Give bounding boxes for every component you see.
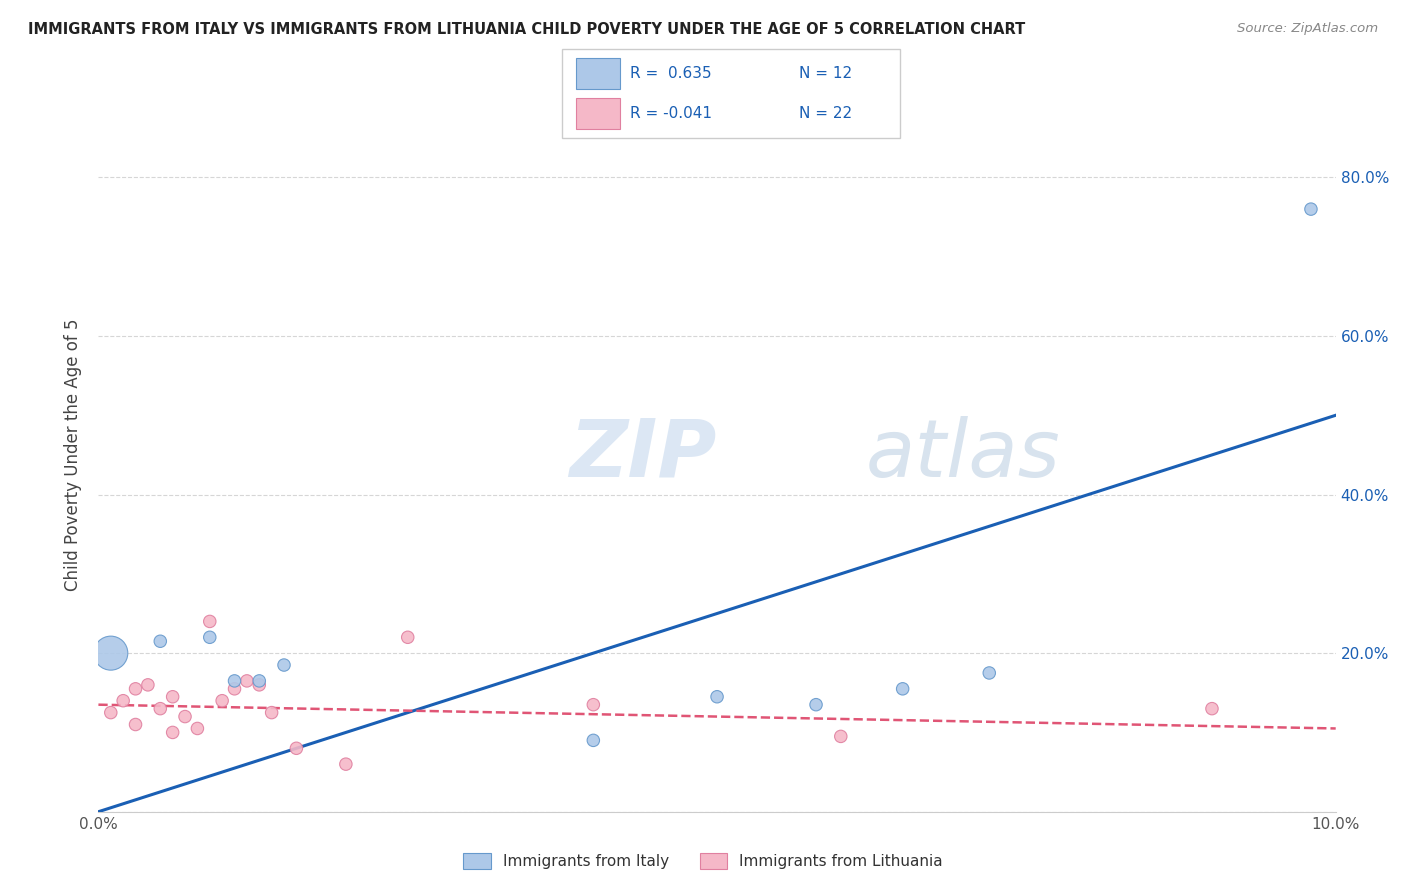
- Point: [100, 706, 122, 720]
- FancyBboxPatch shape: [562, 49, 900, 138]
- Point: [224, 681, 246, 696]
- Point: [136, 678, 159, 692]
- Text: R = -0.041: R = -0.041: [630, 106, 711, 121]
- Text: N = 12: N = 12: [799, 66, 852, 81]
- Y-axis label: Child Poverty Under the Age of 5: Child Poverty Under the Age of 5: [65, 318, 83, 591]
- Text: R =  0.635: R = 0.635: [630, 66, 711, 81]
- Point: [979, 665, 1001, 680]
- Point: [162, 725, 184, 739]
- Point: [891, 681, 914, 696]
- Point: [124, 681, 146, 696]
- Legend: Immigrants from Italy, Immigrants from Lithuania: Immigrants from Italy, Immigrants from L…: [457, 847, 949, 875]
- Point: [162, 690, 184, 704]
- Point: [804, 698, 827, 712]
- Point: [582, 733, 605, 747]
- Point: [236, 673, 259, 688]
- Point: [149, 701, 172, 715]
- Text: Source: ZipAtlas.com: Source: ZipAtlas.com: [1237, 22, 1378, 36]
- Text: ZIP: ZIP: [568, 416, 716, 494]
- Point: [260, 706, 283, 720]
- Point: [335, 757, 357, 772]
- Point: [224, 673, 246, 688]
- Point: [582, 698, 605, 712]
- Point: [247, 673, 270, 688]
- Point: [285, 741, 308, 756]
- FancyBboxPatch shape: [576, 58, 620, 89]
- Text: IMMIGRANTS FROM ITALY VS IMMIGRANTS FROM LITHUANIA CHILD POVERTY UNDER THE AGE O: IMMIGRANTS FROM ITALY VS IMMIGRANTS FROM…: [28, 22, 1025, 37]
- Point: [1299, 202, 1322, 216]
- Point: [149, 634, 172, 648]
- Point: [186, 722, 208, 736]
- Text: N = 22: N = 22: [799, 106, 852, 121]
- FancyBboxPatch shape: [576, 98, 620, 129]
- Point: [100, 646, 122, 660]
- Point: [1201, 701, 1223, 715]
- Point: [174, 709, 197, 723]
- Point: [273, 658, 295, 673]
- Point: [211, 694, 233, 708]
- Point: [198, 630, 221, 644]
- Point: [396, 630, 419, 644]
- Text: atlas: atlas: [866, 416, 1060, 494]
- Point: [830, 730, 852, 744]
- Point: [198, 615, 221, 629]
- Point: [706, 690, 728, 704]
- Point: [247, 678, 270, 692]
- Point: [112, 694, 135, 708]
- Point: [124, 717, 146, 731]
